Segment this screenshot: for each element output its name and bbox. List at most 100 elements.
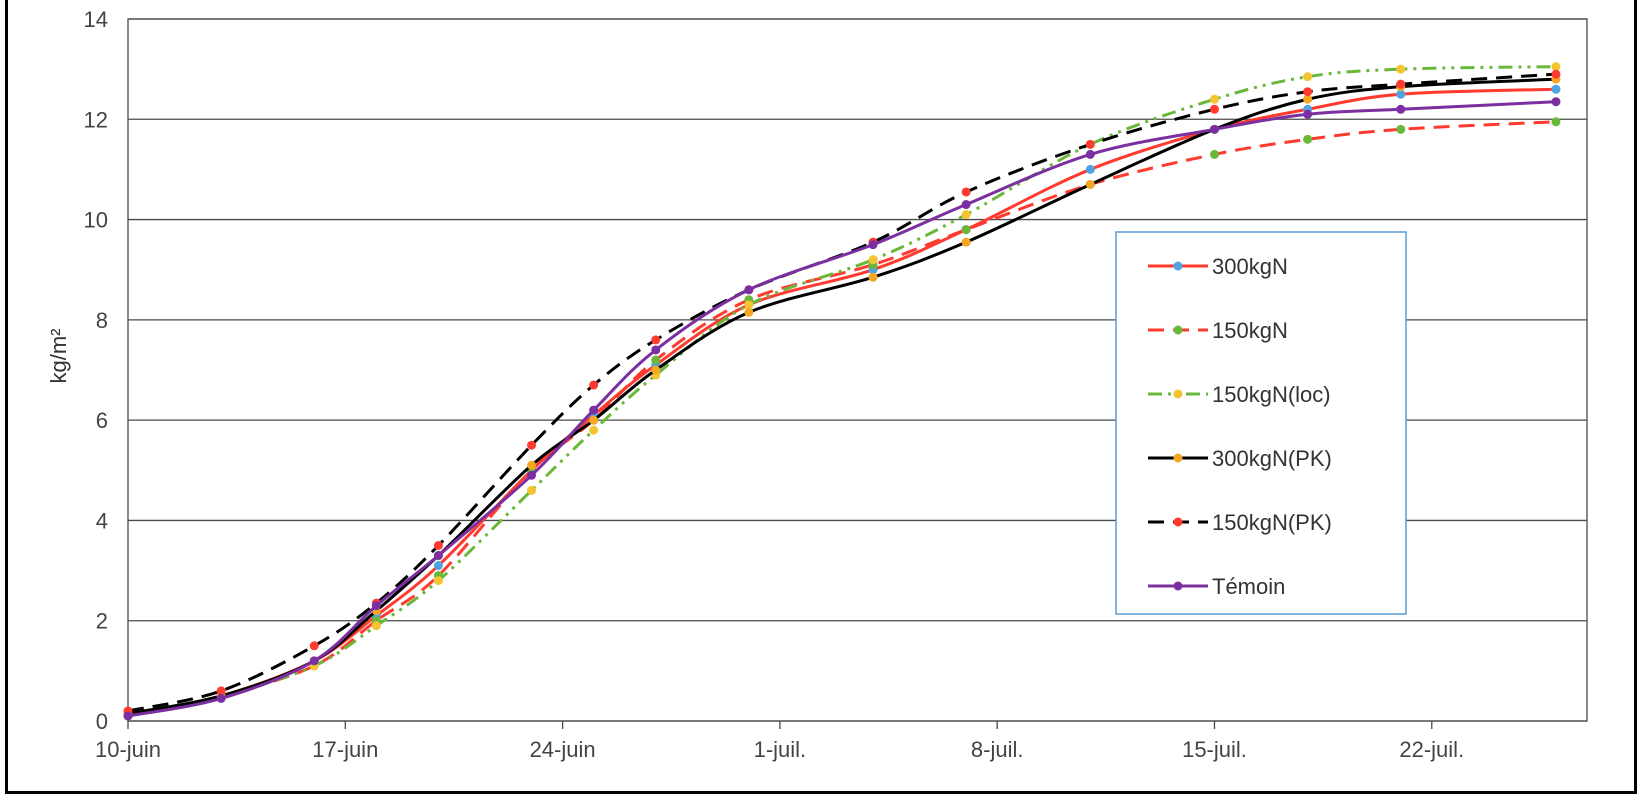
x-tick-label: 8-juil. [971, 737, 1024, 762]
figure-frame [5, 0, 1637, 794]
data-point [527, 440, 537, 450]
x-tick-label: 22-juil. [1399, 737, 1464, 762]
data-point [1085, 179, 1095, 189]
legend-marker [1173, 517, 1183, 527]
data-point [527, 485, 537, 495]
data-point [961, 200, 971, 210]
data-point [1303, 72, 1313, 82]
data-point [589, 405, 599, 415]
data-point [651, 345, 661, 355]
y-axis-ticks: 0 2 4 6 8 10 12 14 [84, 7, 108, 734]
x-tick-label: 24-juin [530, 737, 596, 762]
legend-marker [1173, 453, 1183, 463]
data-point [868, 240, 878, 250]
y-tick-label: 8 [96, 308, 108, 333]
series-group [123, 62, 1561, 721]
legend: 300kgN 150kgN 150kgN(loc) 300kgN(PK) 150kgN(… [1115, 231, 1407, 615]
y-tick-label: 12 [84, 107, 108, 132]
data-point [1209, 124, 1219, 134]
series-5 [123, 97, 1561, 721]
legend-item: 300kgN [1148, 254, 1288, 279]
data-point [651, 335, 661, 345]
data-point [433, 541, 443, 550]
data-point [1085, 139, 1095, 149]
data-point [589, 425, 599, 435]
data-point [371, 601, 381, 611]
data-point [371, 621, 381, 631]
series-line [127, 77, 1557, 715]
data-point [1303, 87, 1313, 97]
x-tick-label: 10-juin [95, 737, 161, 762]
data-point [1303, 94, 1313, 104]
series-line [127, 65, 1556, 718]
x-tick-label: 1-juil. [754, 737, 807, 762]
data-point [961, 210, 971, 220]
data-point [589, 415, 599, 425]
legend-marker [1173, 389, 1183, 399]
data-point [1551, 62, 1561, 72]
data-point [1303, 134, 1313, 144]
data-point [433, 561, 443, 571]
legend-box [1115, 231, 1407, 615]
data-point [961, 187, 971, 197]
data-point [433, 551, 443, 561]
y-axis-label: kg/m² [46, 329, 71, 384]
legend-label: Témoin [1212, 574, 1285, 599]
data-point [309, 656, 319, 666]
y-tick-label: 4 [96, 508, 108, 533]
legend-label: 150kgN(PK) [1212, 510, 1332, 535]
y-tick-label: 14 [84, 7, 108, 32]
data-point [527, 470, 537, 480]
legend-label: 150kgN(loc) [1212, 382, 1331, 407]
data-point [1551, 84, 1561, 94]
data-point [527, 460, 537, 470]
data-point [744, 307, 754, 317]
data-point [1551, 69, 1561, 79]
legend-marker [1173, 325, 1183, 335]
legend-label: 300kgN [1212, 254, 1288, 279]
x-tick-label: 15-juil. [1182, 737, 1247, 762]
data-point [309, 641, 319, 651]
data-point [651, 355, 661, 365]
data-point [216, 686, 226, 696]
series-line [127, 100, 1557, 718]
data-point [1551, 97, 1561, 107]
data-point [1396, 79, 1406, 89]
legend-item: Témoin [1148, 574, 1285, 599]
series-line [127, 120, 1557, 718]
data-point [123, 711, 133, 721]
data-point [651, 365, 661, 375]
data-point [961, 237, 971, 247]
data-point [1209, 149, 1219, 159]
data-point [216, 693, 226, 703]
data-point [868, 255, 878, 265]
data-point [1209, 104, 1219, 114]
y-tick-label: 6 [96, 408, 108, 433]
data-point [589, 380, 599, 390]
data-point [1085, 164, 1095, 174]
legend-label: 150kgN [1212, 318, 1288, 343]
plot-area-border [127, 18, 1588, 722]
legend-marker [1173, 581, 1183, 591]
data-point [433, 576, 443, 586]
data-point [1396, 89, 1406, 99]
x-tick-label: 17-juin [312, 737, 378, 762]
data-point [961, 225, 971, 235]
x-axis-ticks: 10-juin 17-juin 24-juin 1-juil. 8-juil. 15-ju… [95, 721, 1464, 762]
data-point [1396, 64, 1406, 74]
data-point [1396, 124, 1406, 134]
data-point [868, 272, 878, 282]
legend-item: 150kgN(PK) [1148, 510, 1332, 535]
legend-item: 300kgN(PK) [1148, 446, 1332, 471]
data-point [1085, 149, 1095, 159]
data-point [744, 285, 754, 295]
data-point [744, 300, 754, 310]
data-point [1209, 94, 1219, 104]
legend-marker [1173, 261, 1183, 271]
y-tick-label: 2 [96, 609, 108, 634]
legend-label: 300kgN(PK) [1212, 446, 1332, 471]
data-point [1396, 104, 1406, 114]
data-point [1303, 109, 1313, 119]
y-tick-label: 10 [84, 208, 108, 233]
